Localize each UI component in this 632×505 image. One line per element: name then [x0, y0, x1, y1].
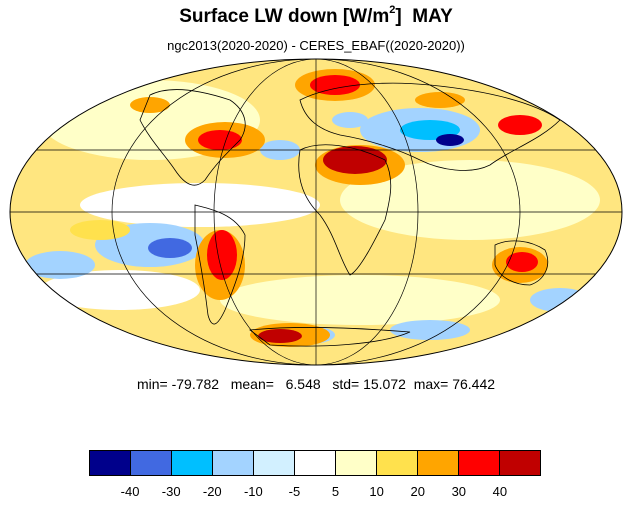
colorbar-tick-label: 20	[410, 484, 425, 499]
statistics-line: min= -79.782 mean= 6.548 std= 15.072 max…	[0, 376, 632, 392]
title-close-bracket: ]	[395, 6, 402, 27]
field-patch	[415, 92, 465, 108]
globe-outline	[9, 58, 623, 366]
mean-label: mean=	[230, 376, 274, 392]
colorbar-tick-label: 30	[451, 484, 467, 499]
field-patch	[25, 251, 95, 279]
field-patch	[258, 329, 302, 343]
field-patch	[80, 183, 320, 227]
field-patch	[340, 160, 600, 240]
colorbar-tick-label: 40	[492, 484, 508, 499]
colorbar	[89, 450, 541, 476]
field-patch	[390, 320, 470, 340]
mean-value: 6.548	[285, 376, 321, 392]
graticule	[10, 59, 622, 365]
field-patch	[40, 270, 200, 310]
colorbar-box	[418, 451, 459, 475]
field-patch	[198, 130, 242, 150]
colorbar-tick-label: -5	[288, 484, 301, 499]
field-patch	[70, 220, 130, 240]
plot-subtitle: ngc2013(2020-2020) - CERES_EBAF((2020-20…	[167, 38, 465, 53]
max-value: 76.442	[452, 376, 496, 392]
field-patch	[506, 252, 538, 272]
colorbar-box	[131, 451, 172, 475]
colorbar-tick-label: -20	[202, 484, 222, 499]
title-text: Surface LW down [W/m	[179, 6, 390, 27]
colorbar-box	[90, 451, 131, 475]
max-label: max=	[413, 376, 449, 392]
colorbar-box	[213, 451, 254, 475]
colorbar-tick-label: 5	[331, 484, 340, 499]
plot-title: Surface LW down [W/m2] MAY	[0, 3, 632, 28]
colorbar-box	[295, 451, 336, 475]
field-patch	[530, 288, 590, 312]
std-label: std=	[332, 376, 360, 392]
min-label: min=	[136, 376, 168, 392]
min-value: -79.782	[171, 376, 220, 392]
field-patch	[148, 238, 192, 258]
field-patch	[332, 112, 368, 128]
std-value: 15.072	[363, 376, 406, 392]
colorbar-tick-label: -10	[243, 484, 263, 499]
colorbar-tick-label: -40	[120, 484, 140, 499]
colorbar-box	[459, 451, 500, 475]
colorbar-tick-label: 10	[369, 484, 384, 499]
colorbar-box	[500, 451, 540, 475]
field-patch	[220, 275, 500, 325]
colorbar-tick-label: -30	[161, 484, 181, 499]
field-patch	[436, 134, 464, 146]
colorbar-box	[254, 451, 295, 475]
field-patch	[498, 115, 542, 135]
field-patch	[323, 146, 387, 174]
field-patch	[130, 97, 170, 113]
field-patch	[207, 230, 237, 280]
field-patch	[310, 75, 360, 95]
colorbar-box	[377, 451, 418, 475]
title-superscript: 2	[389, 3, 396, 16]
title-month: MAY	[412, 6, 453, 27]
colorbar-box	[172, 451, 213, 475]
colorbar-box	[336, 451, 377, 475]
